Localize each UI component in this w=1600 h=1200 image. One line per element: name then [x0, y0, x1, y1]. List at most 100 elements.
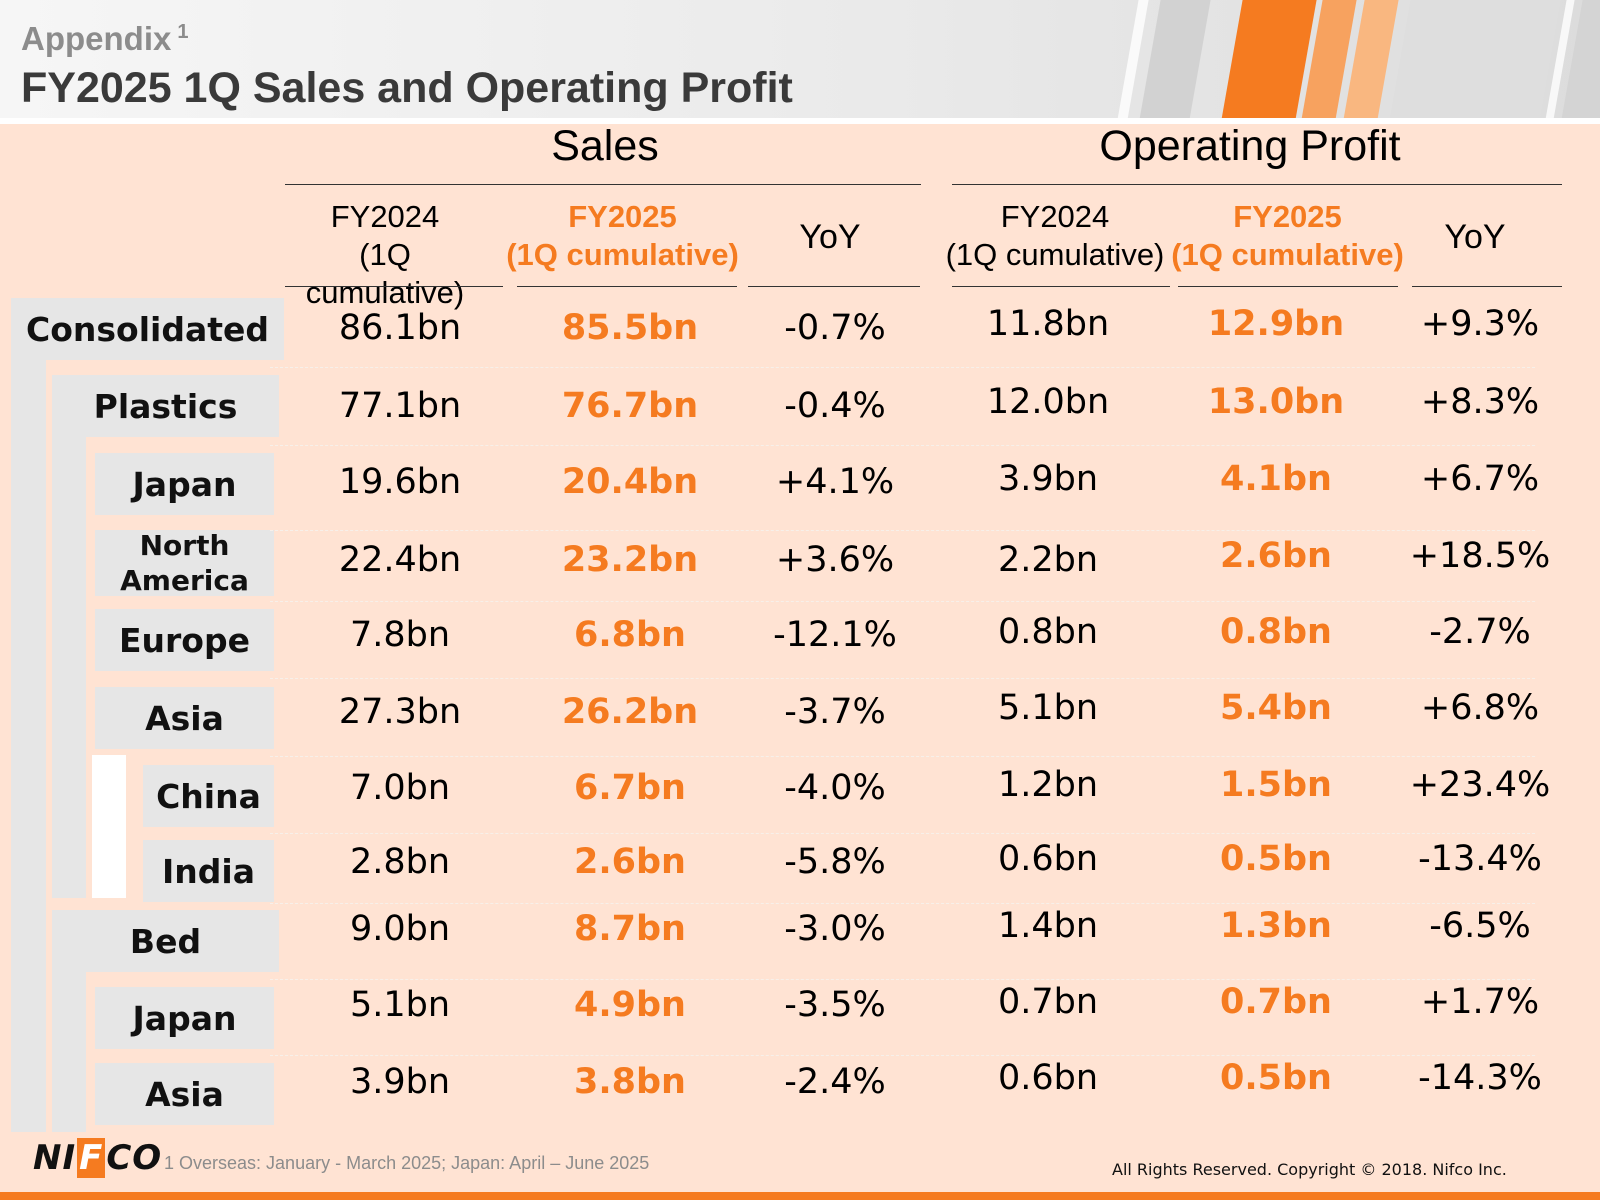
op-curr-cell: 1.3bn — [1220, 906, 1332, 946]
row-label-north-america: North America — [95, 529, 274, 597]
row-label-china: China — [143, 765, 274, 827]
col-period: (1Q cumulative) — [506, 237, 739, 272]
op-yoy-cell: +9.3% — [1420, 304, 1540, 344]
sales-yoy-cell: -3.7% — [784, 692, 886, 732]
op-prev-cell: 1.4bn — [997, 906, 1099, 946]
op-curr-cell: 0.8bn — [1220, 612, 1332, 652]
op-yoy-cell: +18.5% — [1409, 536, 1551, 576]
bottom-accent-bar — [0, 1192, 1600, 1200]
op-yoy-cell: -6.5% — [1429, 906, 1531, 946]
logo-f-mark: F — [77, 1138, 106, 1178]
sales-yoy-cell: +4.1% — [775, 462, 895, 502]
page-title: FY2025 1Q Sales and Operating Profit — [21, 64, 793, 112]
sales-prev-cell: 86.1bn — [338, 308, 462, 348]
op-yoy-header: YoY — [1444, 218, 1506, 256]
row-separator — [270, 445, 1535, 446]
col-period: (1Q cumulative) — [945, 237, 1165, 272]
op-prev-cell: 0.6bn — [997, 1058, 1099, 1098]
copyright: All Rights Reserved. Copyright © 2018. N… — [1112, 1160, 1507, 1179]
op-yoy-cell: +23.4% — [1409, 765, 1551, 805]
col-period: (1Q cumulative) — [1171, 237, 1404, 272]
op-prev-cell: 5.1bn — [997, 688, 1099, 728]
op-yoy-cell: +6.7% — [1420, 459, 1540, 499]
row-separator — [270, 1055, 1535, 1056]
column-rule — [285, 286, 503, 287]
sales-curr-cell: 6.8bn — [574, 615, 686, 655]
header-divider — [0, 118, 1600, 124]
sales-prev-cell: 22.4bn — [338, 540, 462, 580]
op-curr-cell: 0.7bn — [1220, 982, 1332, 1022]
column-rule — [1412, 286, 1562, 287]
op-curr-cell: 5.4bn — [1220, 688, 1332, 728]
sales-prev-cell: 5.1bn — [349, 985, 451, 1025]
row-separator — [270, 903, 1535, 904]
column-rule — [952, 286, 1170, 287]
header-stripe — [1137, 0, 1213, 118]
tree-level-2-plastics — [52, 375, 86, 898]
col-year: FY2024 — [330, 199, 440, 234]
footnote-marker: 1 — [177, 21, 189, 43]
op-prev-cell: 2.2bn — [997, 540, 1099, 580]
op-curr-cell: 0.5bn — [1220, 839, 1332, 879]
column-rule — [1178, 286, 1398, 287]
slide-header: Appendix 1 FY2025 1Q Sales and Operating … — [0, 0, 1600, 118]
col-period: (1Q cumulative) — [305, 237, 465, 310]
sales-yoy-cell: -5.8% — [784, 842, 886, 882]
sales-curr-cell: 76.7bn — [561, 386, 699, 426]
row-label-plastics-japan: Japan — [95, 453, 274, 515]
sales-curr-header: FY2025 (1Q cumulative) — [505, 198, 740, 278]
sales-group-title: Sales — [551, 122, 659, 170]
row-label-plastics-asia: Asia — [95, 687, 274, 749]
row-separator — [270, 833, 1535, 834]
sales-curr-cell: 85.5bn — [561, 308, 699, 348]
op-group-rule — [952, 184, 1562, 185]
op-yoy-cell: -2.7% — [1429, 612, 1531, 652]
sales-prev-cell: 77.1bn — [338, 386, 462, 426]
sales-yoy-cell: -0.4% — [784, 386, 886, 426]
sales-yoy-cell: -3.0% — [784, 909, 886, 949]
column-rule — [748, 286, 920, 287]
sales-curr-cell: 6.7bn — [574, 768, 686, 808]
nifco-logo: NIFCO — [33, 1138, 163, 1178]
sales-yoy-cell: +3.6% — [775, 540, 895, 580]
header-stripe — [1387, 0, 1563, 118]
row-label-bed-asia: Asia — [95, 1063, 274, 1125]
tree-level-1 — [11, 298, 46, 1132]
op-prev-cell: 0.7bn — [997, 982, 1099, 1022]
label-line: America — [120, 564, 249, 597]
op-prev-cell: 12.0bn — [986, 382, 1110, 422]
op-curr-cell: 13.0bn — [1207, 382, 1345, 422]
row-label-plastics: Plastics — [52, 375, 279, 437]
sales-curr-cell: 23.2bn — [561, 540, 699, 580]
row-separator — [270, 530, 1535, 531]
op-curr-cell: 0.5bn — [1220, 1058, 1332, 1098]
row-label-consolidated: Consolidated — [11, 298, 284, 360]
sales-curr-cell: 20.4bn — [561, 462, 699, 502]
appendix-label: Appendix 1 — [21, 20, 189, 57]
op-yoy-cell: +1.7% — [1420, 982, 1540, 1022]
sales-prev-cell: 9.0bn — [349, 909, 451, 949]
sales-yoy-cell: -12.1% — [773, 615, 897, 655]
row-separator — [270, 601, 1535, 602]
footnote: 1 Overseas: January - March 2025; Japan:… — [164, 1153, 650, 1173]
sales-yoy-cell: -3.5% — [784, 985, 886, 1025]
sales-prev-header: FY2024 (1Q cumulative) — [280, 198, 490, 310]
sales-curr-cell: 8.7bn — [574, 909, 686, 949]
op-prev-header: FY2024 (1Q cumulative) — [945, 198, 1165, 278]
sales-prev-cell: 7.0bn — [349, 768, 451, 808]
sales-prev-cell: 2.8bn — [349, 842, 451, 882]
op-prev-cell: 1.2bn — [997, 765, 1099, 805]
col-year: FY2025 — [568, 199, 677, 234]
sales-prev-cell: 19.6bn — [338, 462, 462, 502]
op-yoy-cell: -14.3% — [1418, 1058, 1542, 1098]
op-curr-cell: 4.1bn — [1220, 459, 1332, 499]
sales-yoy-cell: -4.0% — [784, 768, 886, 808]
op-yoy-cell: -13.4% — [1418, 839, 1542, 879]
row-separator — [270, 756, 1535, 757]
op-prev-cell: 11.8bn — [986, 304, 1110, 344]
op-yoy-cell: +8.3% — [1420, 382, 1540, 422]
row-separator — [270, 678, 1535, 679]
sales-yoy-cell: -2.4% — [784, 1062, 886, 1102]
op-curr-cell: 1.5bn — [1220, 765, 1332, 805]
row-label-europe: Europe — [95, 609, 274, 671]
